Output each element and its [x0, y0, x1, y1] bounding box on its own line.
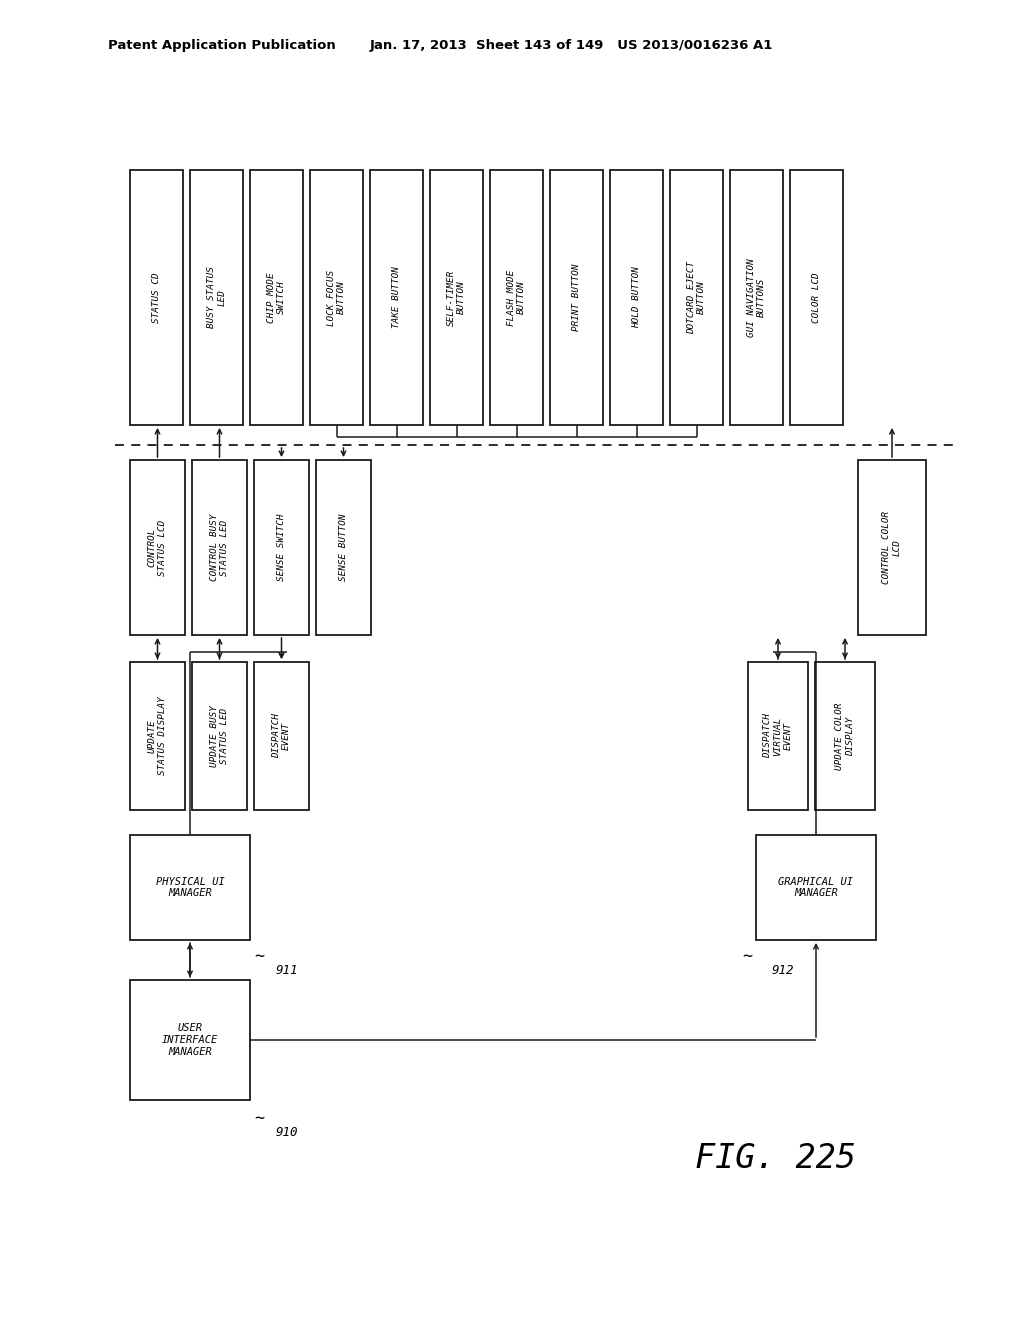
- Text: USER
INTERFACE
MANAGER: USER INTERFACE MANAGER: [162, 1023, 218, 1056]
- Text: 911: 911: [276, 964, 299, 977]
- Text: Jan. 17, 2013  Sheet 143 of 149   US 2013/0016236 A1: Jan. 17, 2013 Sheet 143 of 149 US 2013/0…: [370, 38, 773, 51]
- Text: GUI NAVIGATION
BUTTONS: GUI NAVIGATION BUTTONS: [746, 259, 766, 337]
- Text: DOTCARD EJECT
BUTTON: DOTCARD EJECT BUTTON: [687, 261, 707, 334]
- Text: SENSE BUTTON: SENSE BUTTON: [339, 513, 348, 581]
- Bar: [254, 459, 309, 635]
- Text: ∼: ∼: [254, 1109, 264, 1127]
- Bar: [730, 170, 783, 425]
- Text: UPDATE COLOR
DISPLAY: UPDATE COLOR DISPLAY: [836, 702, 855, 770]
- Text: DISPATCH
EVENT: DISPATCH EVENT: [271, 714, 291, 759]
- Text: FIG. 225: FIG. 225: [695, 1142, 856, 1175]
- Bar: [310, 170, 362, 425]
- Text: STATUS CD: STATUS CD: [152, 272, 161, 323]
- Text: HOLD BUTTON: HOLD BUTTON: [632, 267, 641, 329]
- Text: 912: 912: [772, 964, 795, 977]
- Bar: [610, 170, 663, 425]
- Bar: [130, 663, 185, 810]
- Bar: [254, 663, 309, 810]
- Bar: [130, 836, 250, 940]
- Text: UPDATE BUSY
STATUS LED: UPDATE BUSY STATUS LED: [210, 705, 229, 767]
- Text: CHIP MODE
SWITCH: CHIP MODE SWITCH: [267, 272, 286, 323]
- Bar: [130, 979, 250, 1100]
- Text: LOCK FOCUS
BUTTON: LOCK FOCUS BUTTON: [327, 269, 346, 326]
- Text: UPDATE
STATUS DISPLAY: UPDATE STATUS DISPLAY: [147, 697, 167, 775]
- Bar: [370, 170, 423, 425]
- Bar: [130, 459, 185, 635]
- Bar: [490, 170, 543, 425]
- Text: CONTROL COLOR
LCD: CONTROL COLOR LCD: [883, 511, 902, 583]
- Text: SENSE SWITCH: SENSE SWITCH: [278, 513, 286, 581]
- Text: BUSY STATUS
LED: BUSY STATUS LED: [207, 267, 226, 329]
- Text: ∼: ∼: [254, 946, 264, 965]
- Text: ∼: ∼: [742, 946, 752, 965]
- Bar: [790, 170, 843, 425]
- Text: FLASH MODE
BUTTON: FLASH MODE BUTTON: [507, 269, 526, 326]
- Bar: [550, 170, 603, 425]
- Text: COLOR LCD: COLOR LCD: [812, 272, 821, 323]
- Bar: [190, 170, 243, 425]
- Bar: [815, 663, 874, 810]
- Text: CONTROL BUSY
STATUS LED: CONTROL BUSY STATUS LED: [210, 513, 229, 581]
- Text: PHYSICAL UI
MANAGER: PHYSICAL UI MANAGER: [156, 876, 224, 899]
- Bar: [250, 170, 303, 425]
- Bar: [858, 459, 926, 635]
- Bar: [130, 170, 183, 425]
- Text: TAKE BUTTON: TAKE BUTTON: [392, 267, 401, 329]
- Text: SELF-TIMER
BUTTON: SELF-TIMER BUTTON: [446, 269, 466, 326]
- Text: 910: 910: [276, 1126, 299, 1138]
- Bar: [748, 663, 808, 810]
- Bar: [193, 459, 247, 635]
- Text: Patent Application Publication: Patent Application Publication: [108, 38, 336, 51]
- Bar: [193, 663, 247, 810]
- Text: DISPATCH
VIRTUAL
EVENT: DISPATCH VIRTUAL EVENT: [763, 714, 793, 759]
- Bar: [316, 459, 371, 635]
- Bar: [756, 836, 876, 940]
- Bar: [430, 170, 483, 425]
- Bar: [670, 170, 723, 425]
- Text: CONTROL
STATUS LCD: CONTROL STATUS LCD: [147, 519, 167, 576]
- Text: PRINT BUTTON: PRINT BUTTON: [572, 264, 581, 331]
- Text: GRAPHICAL UI
MANAGER: GRAPHICAL UI MANAGER: [778, 876, 853, 899]
